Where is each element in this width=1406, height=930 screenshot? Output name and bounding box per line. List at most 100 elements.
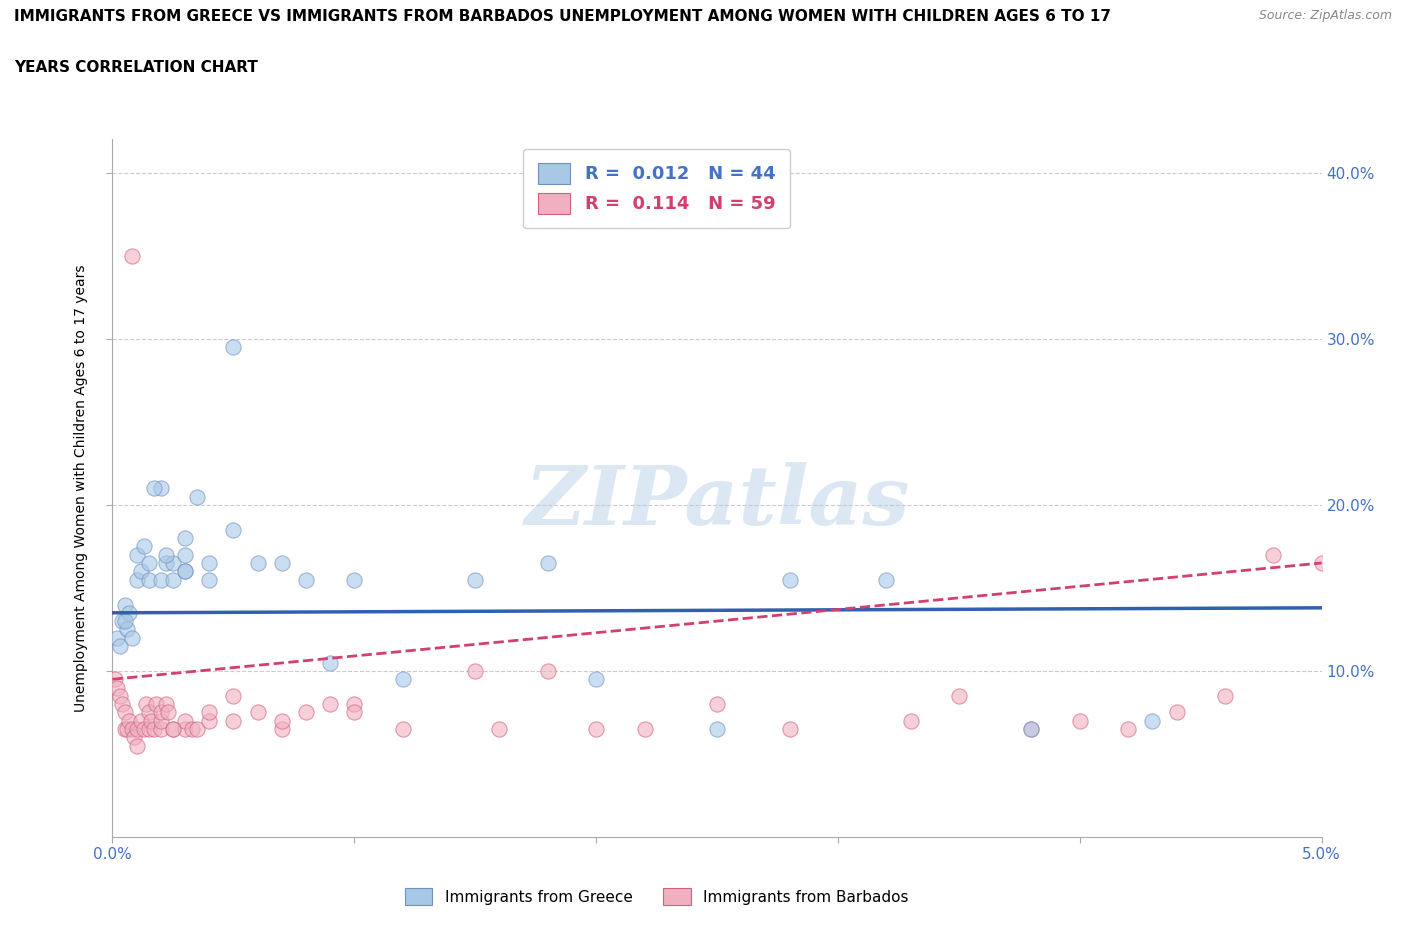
Point (464, 572, 486, 587)
Point (138, 555, 160, 570)
Point (149, 705, 172, 720)
Point (121, 722, 143, 737)
Point (1166, 705, 1188, 720)
Point (1069, 713, 1091, 728)
Point (149, 722, 172, 737)
Point (157, 705, 180, 720)
Point (186, 489, 208, 504)
Point (114, 597, 136, 612)
Text: Source: ZipAtlas.com: Source: ZipAtlas.com (1258, 9, 1392, 22)
Point (198, 572, 221, 587)
Point (900, 713, 922, 728)
Point (174, 713, 197, 728)
Point (111, 697, 134, 711)
Point (114, 722, 136, 737)
Point (131, 564, 153, 578)
Point (118, 713, 141, 728)
Point (155, 555, 177, 570)
Point (138, 722, 160, 737)
Point (1021, 722, 1043, 737)
Y-axis label: Unemployment Among Women with Children Ages 6 to 17 years: Unemployment Among Women with Children A… (75, 264, 89, 712)
Point (162, 722, 184, 737)
Point (270, 722, 292, 737)
Point (391, 671, 413, 686)
Point (1263, 547, 1285, 562)
Point (779, 572, 801, 587)
Point (488, 722, 510, 737)
Point (343, 572, 366, 587)
Point (125, 722, 148, 737)
Point (174, 564, 197, 578)
Point (142, 722, 165, 737)
Point (125, 547, 148, 562)
Point (779, 722, 801, 737)
Point (131, 713, 153, 728)
Point (270, 555, 292, 570)
Point (295, 705, 318, 720)
Point (222, 523, 245, 538)
Point (537, 555, 560, 570)
Point (155, 547, 177, 562)
Point (105, 680, 128, 695)
Point (537, 663, 560, 678)
Point (1310, 555, 1333, 570)
Point (198, 705, 221, 720)
Point (198, 555, 221, 570)
Point (174, 547, 197, 562)
Point (246, 705, 269, 720)
Point (118, 605, 141, 620)
Point (138, 705, 160, 720)
Point (162, 572, 184, 587)
Point (948, 688, 970, 703)
Point (142, 481, 165, 496)
Point (145, 697, 167, 711)
Point (122, 730, 145, 745)
Point (706, 722, 728, 737)
Point (149, 713, 172, 728)
Point (132, 722, 155, 737)
Point (1142, 713, 1164, 728)
Point (186, 722, 208, 737)
Point (138, 572, 160, 587)
Point (108, 688, 131, 703)
Point (111, 614, 134, 629)
Point (174, 722, 197, 737)
Point (222, 339, 245, 354)
Point (181, 722, 204, 737)
Point (162, 555, 184, 570)
Point (246, 555, 269, 570)
Point (391, 722, 413, 737)
Point (149, 572, 172, 587)
Point (222, 688, 245, 703)
Point (125, 572, 148, 587)
Point (1021, 722, 1043, 737)
Point (343, 697, 366, 711)
Point (464, 663, 486, 678)
Point (105, 631, 128, 645)
Point (270, 713, 292, 728)
Legend: Immigrants from Greece, Immigrants from Barbados: Immigrants from Greece, Immigrants from … (398, 880, 915, 913)
Point (115, 622, 138, 637)
Point (1116, 722, 1139, 737)
Point (141, 713, 163, 728)
Point (121, 248, 143, 263)
Point (135, 697, 157, 711)
Point (174, 564, 197, 578)
Point (114, 705, 136, 720)
Text: ZIPatlas: ZIPatlas (524, 462, 910, 542)
Point (125, 738, 148, 753)
Point (155, 697, 177, 711)
Point (198, 713, 221, 728)
Point (132, 539, 155, 554)
Point (222, 713, 245, 728)
Point (295, 572, 318, 587)
Point (585, 722, 607, 737)
Point (706, 697, 728, 711)
Point (108, 639, 131, 654)
Point (633, 722, 655, 737)
Point (104, 671, 127, 686)
Point (174, 531, 197, 546)
Point (319, 697, 342, 711)
Point (343, 705, 366, 720)
Point (162, 722, 184, 737)
